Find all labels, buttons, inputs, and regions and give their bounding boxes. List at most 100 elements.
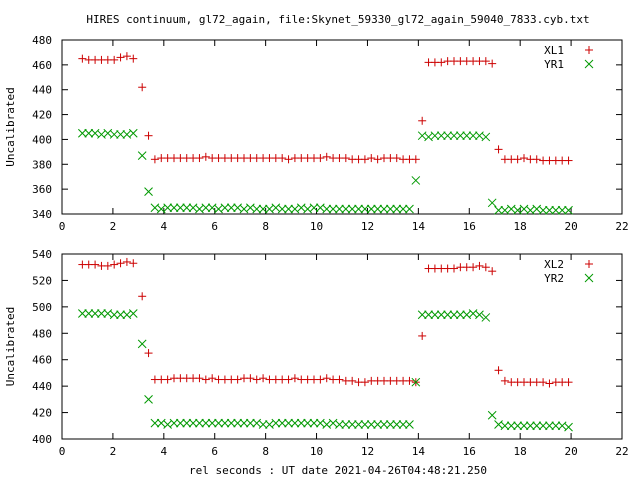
data-point — [564, 378, 573, 387]
x-tick-label: 20 — [564, 445, 577, 458]
x-tick-label: 12 — [361, 445, 374, 458]
data-point — [564, 422, 573, 432]
data-point — [150, 155, 159, 164]
x-tick-label: 10 — [310, 220, 323, 233]
data-point — [277, 204, 287, 214]
data-point — [226, 418, 236, 428]
data-point — [201, 375, 210, 384]
data-point — [233, 375, 242, 384]
data-point — [347, 420, 357, 429]
data-point — [481, 132, 491, 142]
data-point — [335, 204, 344, 214]
data-point — [475, 310, 484, 320]
data-point — [195, 418, 204, 428]
data-point — [494, 205, 503, 215]
data-point — [379, 420, 389, 429]
data-point — [214, 418, 223, 428]
data-point — [392, 154, 401, 163]
data-point — [494, 145, 503, 154]
data-point — [557, 205, 567, 215]
chart-title: HIRES continuum, gl72_again, file:Skynet… — [86, 13, 589, 26]
x-tick-label: 18 — [514, 445, 527, 458]
data-point — [296, 418, 306, 428]
data-point — [220, 203, 230, 213]
data-point — [481, 57, 490, 66]
data-point — [386, 204, 395, 214]
data-point — [462, 131, 472, 141]
data-point — [128, 309, 138, 318]
series-XL2 — [78, 257, 573, 388]
data-point — [488, 267, 497, 276]
data-point — [176, 418, 185, 428]
data-point — [526, 421, 535, 431]
data-point — [144, 131, 153, 140]
series-YR2 — [78, 309, 573, 432]
data-point — [488, 59, 497, 68]
data-point — [437, 58, 446, 67]
data-point — [443, 310, 452, 320]
x-tick-label: 20 — [564, 220, 577, 233]
data-point — [207, 418, 217, 428]
data-point — [411, 377, 421, 387]
data-point — [78, 128, 87, 138]
data-point — [532, 155, 541, 164]
data-point — [405, 204, 414, 214]
data-point — [84, 309, 94, 318]
x-tick-label: 12 — [361, 220, 374, 233]
data-point — [110, 260, 119, 269]
data-point — [163, 203, 172, 213]
data-point — [348, 376, 357, 385]
data-point — [545, 421, 554, 431]
data-point — [551, 421, 561, 431]
x-tick-label: 18 — [514, 220, 527, 233]
data-point — [328, 204, 338, 214]
x-tick-label: 2 — [110, 220, 117, 233]
data-point — [341, 420, 351, 429]
data-point — [201, 418, 211, 428]
x-tick-label: 4 — [161, 220, 168, 233]
data-point — [116, 130, 125, 139]
x-tick-label: 4 — [161, 445, 168, 458]
y-tick-label: 420 — [32, 109, 52, 122]
x-tick-label: 0 — [59, 445, 66, 458]
data-point — [137, 339, 147, 349]
top-panel: 0 2 4 6 8 10 12 14 16 18 20 22 340 360 380 400 420 440 460… — [4, 34, 629, 233]
data-point — [284, 155, 293, 164]
data-point — [436, 310, 446, 320]
y-tick-label: 340 — [32, 208, 52, 221]
data-point — [367, 154, 376, 163]
data-point — [519, 421, 529, 431]
legend-label: YR1 — [544, 58, 564, 71]
data-point — [129, 54, 138, 63]
data-point — [538, 421, 548, 431]
data-point — [78, 309, 87, 318]
data-point — [366, 204, 376, 214]
data-point — [258, 204, 268, 214]
data-point — [144, 187, 153, 196]
data-point — [233, 418, 242, 428]
data-point — [341, 204, 351, 214]
data-point — [176, 203, 185, 213]
data-point — [91, 260, 100, 269]
data-point — [138, 83, 147, 92]
data-point — [128, 128, 138, 138]
data-point — [430, 310, 440, 320]
data-point — [405, 420, 414, 429]
data-point — [373, 420, 382, 429]
data-point — [418, 116, 427, 125]
data-point — [144, 349, 153, 358]
y-tick-label: 440 — [32, 84, 52, 97]
data-point — [513, 421, 522, 431]
data-point — [116, 310, 125, 320]
data-point — [456, 310, 465, 320]
data-point — [290, 374, 299, 383]
data-point — [468, 131, 478, 141]
data-point — [78, 54, 87, 63]
data-point — [360, 155, 369, 164]
data-point — [252, 375, 261, 384]
data-point — [195, 154, 204, 163]
bottom-panel: 0 2 4 6 8 10 12 14 16 18 20 22 400 420 440 460 480 500 520… — [4, 248, 629, 458]
data-point — [392, 204, 402, 214]
legend-label: YR2 — [544, 272, 564, 285]
data-point — [456, 131, 465, 141]
